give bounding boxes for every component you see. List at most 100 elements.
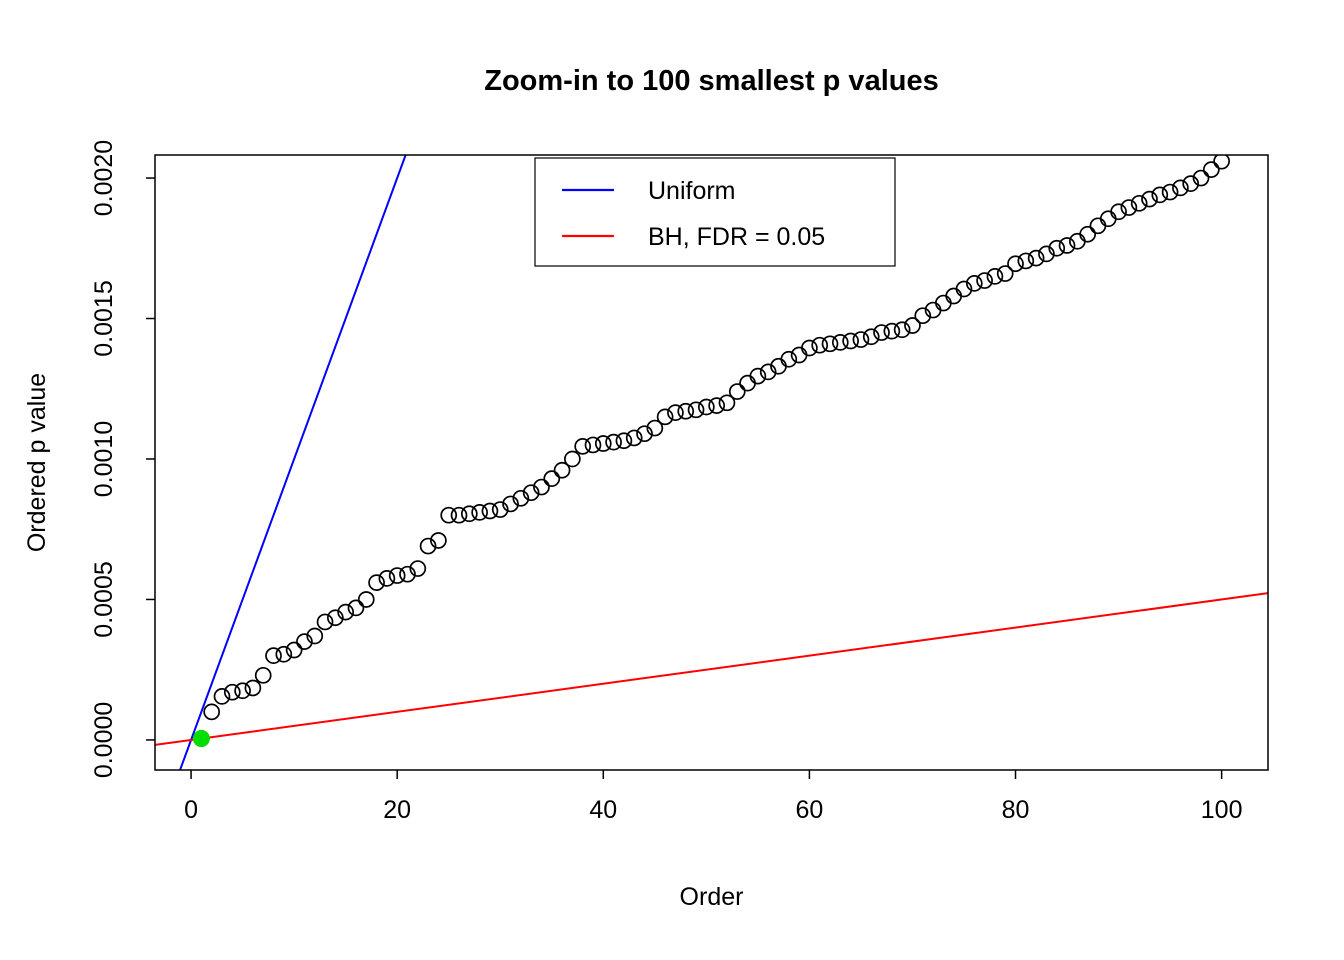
data-point	[852, 331, 870, 348]
data-point	[378, 570, 396, 587]
data-point	[275, 645, 293, 663]
data-point	[491, 501, 509, 518]
data-point	[677, 402, 695, 420]
data-point	[306, 627, 324, 645]
data-point	[935, 294, 952, 312]
data-point	[687, 401, 705, 419]
data-point	[1027, 249, 1045, 267]
data-point	[594, 435, 612, 452]
data-point	[326, 609, 344, 627]
data-point	[471, 504, 488, 521]
y-axis-label: Ordered p value	[23, 373, 51, 552]
data-point	[409, 560, 427, 577]
data-point	[1038, 245, 1055, 263]
data-point	[739, 374, 756, 392]
data-point	[996, 265, 1014, 282]
data-point	[1161, 183, 1179, 201]
data-point	[244, 679, 262, 697]
data-point	[234, 682, 251, 700]
data-point	[1192, 169, 1210, 187]
data-point	[1141, 190, 1158, 208]
data-point	[203, 703, 221, 721]
data-point	[780, 350, 798, 368]
data-point	[1089, 217, 1107, 235]
data-point	[584, 436, 602, 454]
x-tick-label: 80	[1002, 796, 1030, 824]
data-point	[749, 367, 767, 385]
legend-box	[534, 157, 896, 267]
x-tick-label: 40	[589, 796, 617, 824]
y-tick-label: 0.0010	[90, 421, 118, 497]
legend-entry-label: BH, FDR = 0.05	[648, 223, 825, 251]
data-point	[553, 461, 571, 479]
data-point	[1079, 225, 1097, 243]
data-point	[1007, 255, 1024, 273]
plot-border	[154, 154, 1269, 771]
x-axis-label: Order	[680, 883, 744, 911]
data-point	[430, 532, 447, 549]
data-point	[986, 268, 1004, 285]
data-point	[1151, 186, 1169, 204]
data-point	[615, 432, 633, 450]
data-point	[316, 613, 334, 631]
data-point	[625, 429, 643, 447]
data-point	[388, 567, 406, 584]
data-point	[285, 641, 303, 659]
data-point	[636, 425, 653, 443]
data-point	[1172, 179, 1189, 197]
data-point	[1099, 210, 1117, 228]
data-point	[564, 450, 581, 468]
data-point	[976, 272, 993, 289]
data-point	[801, 339, 818, 357]
data-point	[945, 287, 963, 305]
data-point	[1213, 155, 1230, 170]
data-point	[213, 688, 231, 705]
data-point	[399, 565, 416, 583]
data-point	[605, 433, 622, 451]
data-point	[1017, 252, 1035, 270]
chart-title: Zoom-in to 100 smallest p values	[484, 65, 938, 97]
legend-entry-label: Uniform	[648, 177, 736, 205]
y-tick-label: 0.0005	[90, 561, 118, 637]
data-point	[904, 317, 921, 334]
data-point	[1048, 239, 1066, 257]
x-tick-label: 60	[795, 796, 823, 824]
data-point	[718, 394, 736, 412]
data-point	[481, 502, 499, 520]
data-point	[893, 321, 911, 339]
data-point	[223, 683, 241, 701]
data-point	[759, 363, 777, 381]
data-point	[1182, 175, 1200, 193]
data-point	[1058, 237, 1076, 254]
data-point	[460, 505, 478, 523]
data-point	[965, 275, 983, 292]
data-point	[512, 489, 530, 507]
data-point	[254, 666, 272, 684]
data-point	[347, 599, 365, 617]
data-point	[914, 307, 932, 325]
data-point	[831, 334, 849, 351]
significant-point	[192, 730, 210, 748]
data-point	[708, 397, 726, 414]
y-tick-label: 0.0000	[90, 702, 118, 778]
data-point	[419, 537, 437, 555]
legend: Uniform BH, FDR = 0.05	[534, 157, 896, 267]
data-point	[873, 324, 890, 341]
data-point	[1120, 199, 1138, 216]
data-point	[883, 322, 901, 340]
data-point	[337, 603, 355, 621]
uniform-line	[178, 155, 407, 770]
data-point	[450, 506, 468, 524]
data-point	[574, 437, 592, 455]
y-tick-label: 0.0020	[90, 140, 118, 216]
data-point	[697, 398, 715, 416]
data-point	[533, 478, 550, 496]
data-point	[357, 591, 375, 608]
reference-lines	[155, 155, 1268, 770]
data-point	[646, 419, 664, 437]
data-point	[502, 495, 519, 513]
data-point	[667, 404, 684, 421]
data-point	[1068, 232, 1086, 250]
x-tick-label: 0	[184, 796, 198, 824]
data-point	[811, 336, 829, 354]
